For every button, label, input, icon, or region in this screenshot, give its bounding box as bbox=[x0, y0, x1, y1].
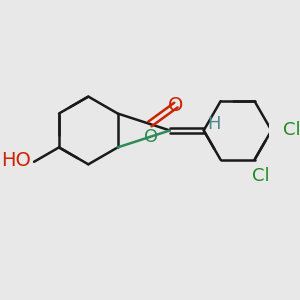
Text: HO: HO bbox=[2, 151, 31, 170]
Text: O: O bbox=[168, 96, 184, 115]
Text: O: O bbox=[144, 128, 158, 146]
Text: Cl: Cl bbox=[284, 122, 300, 140]
Text: Cl: Cl bbox=[252, 167, 270, 184]
Text: H: H bbox=[207, 115, 221, 133]
